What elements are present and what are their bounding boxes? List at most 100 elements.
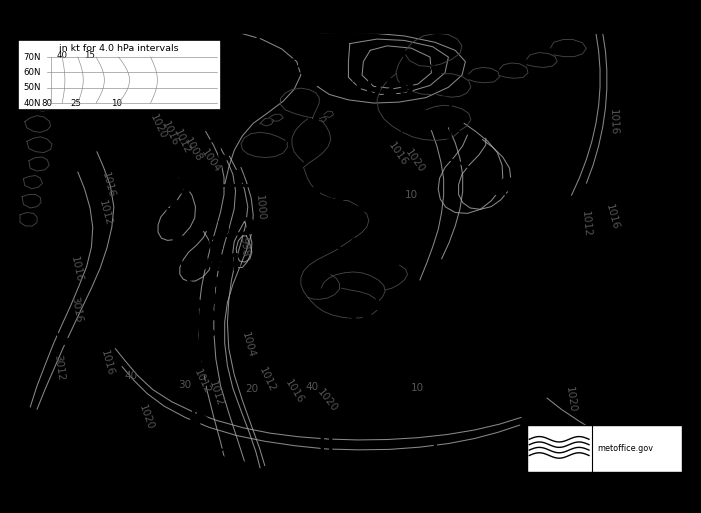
Text: L: L: [473, 298, 484, 316]
Polygon shape: [180, 451, 190, 463]
Text: 1012: 1012: [490, 176, 555, 200]
Text: 3012: 3012: [53, 354, 66, 382]
Text: 30: 30: [178, 380, 191, 389]
Text: 984: 984: [193, 252, 242, 277]
Polygon shape: [426, 204, 434, 215]
Polygon shape: [155, 459, 164, 470]
Text: 1029: 1029: [350, 76, 415, 101]
Bar: [526, 425, 681, 472]
Polygon shape: [199, 429, 208, 441]
Polygon shape: [219, 152, 229, 165]
Text: 60N: 60N: [23, 68, 41, 77]
Polygon shape: [246, 218, 254, 233]
Text: L: L: [519, 159, 530, 176]
Text: 1016: 1016: [386, 140, 409, 168]
Text: 975: 975: [131, 207, 181, 231]
Polygon shape: [236, 170, 243, 186]
Polygon shape: [126, 412, 136, 422]
Text: 1002: 1002: [250, 58, 304, 78]
Polygon shape: [183, 265, 193, 277]
Polygon shape: [200, 332, 209, 344]
Text: 1020: 1020: [148, 113, 168, 141]
Text: H: H: [318, 437, 334, 455]
Polygon shape: [194, 400, 203, 412]
Text: 1020: 1020: [403, 147, 426, 174]
Polygon shape: [114, 397, 123, 407]
Text: 1012: 1012: [172, 127, 192, 155]
Text: 1012: 1012: [444, 315, 510, 339]
Polygon shape: [287, 175, 296, 190]
Polygon shape: [213, 258, 222, 270]
Polygon shape: [274, 218, 282, 232]
Polygon shape: [253, 37, 264, 48]
Polygon shape: [199, 378, 208, 390]
Polygon shape: [244, 53, 254, 64]
Polygon shape: [437, 97, 451, 104]
Text: 40: 40: [124, 370, 137, 381]
Text: 1016: 1016: [100, 171, 116, 200]
Text: 1016: 1016: [608, 109, 619, 136]
Text: 1023: 1023: [290, 453, 355, 478]
Polygon shape: [407, 271, 417, 282]
Text: 1019: 1019: [55, 453, 121, 478]
Polygon shape: [423, 221, 431, 232]
Text: in kt for 4.0 hPa intervals: in kt for 4.0 hPa intervals: [60, 45, 179, 53]
Polygon shape: [418, 238, 427, 249]
Polygon shape: [172, 214, 180, 226]
Polygon shape: [444, 150, 451, 160]
Text: x1014: x1014: [393, 453, 473, 478]
Polygon shape: [219, 135, 228, 148]
Polygon shape: [311, 180, 322, 194]
Polygon shape: [205, 343, 214, 356]
Text: 1020: 1020: [564, 386, 578, 413]
Polygon shape: [219, 222, 228, 236]
Text: 40: 40: [57, 51, 68, 60]
Text: 80: 80: [41, 100, 52, 108]
Polygon shape: [444, 116, 451, 126]
Polygon shape: [212, 292, 222, 305]
Polygon shape: [193, 131, 205, 144]
Text: 3016: 3016: [69, 295, 83, 323]
Polygon shape: [200, 349, 209, 361]
Polygon shape: [74, 352, 84, 363]
Polygon shape: [179, 152, 188, 162]
Text: L: L: [212, 235, 223, 253]
Polygon shape: [49, 323, 60, 332]
Polygon shape: [163, 164, 178, 173]
Polygon shape: [207, 326, 217, 339]
Text: 1020: 1020: [315, 387, 339, 413]
Text: 40N: 40N: [23, 98, 41, 108]
Polygon shape: [29, 291, 39, 302]
Polygon shape: [147, 443, 156, 453]
Text: 1016: 1016: [69, 255, 84, 283]
Polygon shape: [359, 195, 369, 209]
Polygon shape: [323, 228, 334, 243]
Text: H: H: [379, 60, 393, 77]
Polygon shape: [198, 394, 207, 407]
Polygon shape: [201, 360, 211, 372]
Polygon shape: [200, 446, 210, 458]
Text: 70N: 70N: [23, 53, 41, 62]
Text: 1016: 1016: [161, 120, 180, 148]
Text: 1016: 1016: [99, 349, 115, 378]
Text: 1004: 1004: [240, 331, 256, 359]
Polygon shape: [190, 281, 200, 293]
Polygon shape: [100, 382, 110, 392]
Text: 1020: 1020: [137, 403, 155, 431]
Polygon shape: [346, 238, 357, 252]
Text: L: L: [212, 437, 223, 455]
Polygon shape: [198, 315, 207, 327]
Text: 1012: 1012: [257, 366, 277, 394]
Text: 10: 10: [411, 383, 424, 393]
Polygon shape: [413, 254, 422, 266]
Text: 1016: 1016: [604, 203, 620, 231]
Text: 1012: 1012: [207, 380, 225, 408]
Polygon shape: [137, 427, 147, 438]
Text: 15: 15: [84, 51, 95, 60]
Polygon shape: [172, 231, 182, 243]
Polygon shape: [437, 131, 451, 138]
Polygon shape: [222, 102, 232, 113]
Polygon shape: [198, 411, 207, 424]
Polygon shape: [185, 434, 195, 446]
Text: 40: 40: [306, 382, 319, 392]
